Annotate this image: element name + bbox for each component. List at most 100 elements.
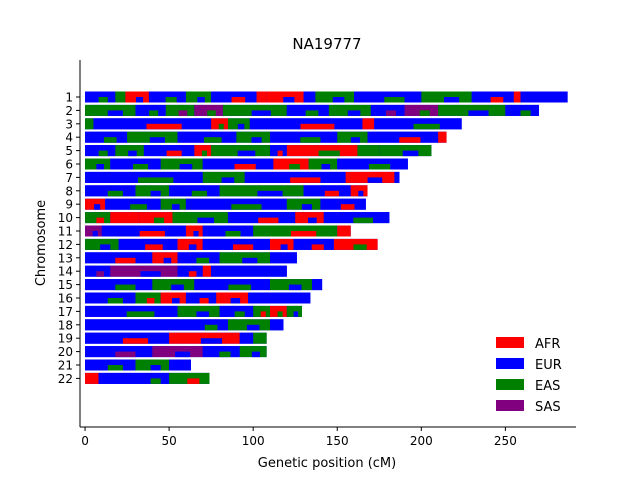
- x-tick-label: 200: [410, 434, 433, 448]
- chr-20-haplotype-stripe: [219, 351, 231, 358]
- chr-2-haplotype-stripe: [419, 110, 430, 116]
- chr-7-haplotype-stripe: [367, 177, 383, 183]
- y-tick-label: 9: [65, 198, 73, 212]
- chr-11-haplotype-stripe: [225, 231, 241, 237]
- y-tick-label: 13: [58, 251, 73, 265]
- x-tick-label: 150: [326, 434, 349, 448]
- chr-8-haplotype-stripe: [150, 190, 161, 197]
- chr-13-haplotype-stripe: [196, 257, 210, 264]
- chr-1-haplotype-stripe: [135, 97, 144, 103]
- chr-5-haplotype-stripe: [277, 150, 283, 157]
- chr-8-haplotype-stripe: [257, 190, 283, 197]
- chr-20-haplotype-stripe: [174, 351, 191, 358]
- chr-1-segment: [513, 91, 521, 103]
- chr-10-segment: [110, 212, 139, 224]
- chr-18-segment: [85, 319, 186, 331]
- y-tick-label: 18: [58, 318, 73, 332]
- chr-1-haplotype-stripe: [283, 97, 295, 103]
- chromosome-16-bar: [85, 292, 311, 304]
- legend-label: AFR: [535, 337, 560, 352]
- chromosome-15-bar: [85, 279, 323, 291]
- chr-3-haplotype-stripe: [146, 123, 182, 130]
- chr-13-haplotype-stripe: [115, 257, 136, 264]
- chr-6-haplotype-stripe: [179, 164, 193, 170]
- chr-8-haplotype-stripe: [191, 190, 207, 197]
- chromosome-10-bar: [85, 212, 390, 224]
- chr-14-haplotype-stripe: [140, 271, 161, 277]
- chr-8-haplotype-stripe: [358, 190, 364, 197]
- chr-4-haplotype-stripe: [149, 137, 165, 143]
- chr-17-haplotype-stripe: [234, 311, 245, 317]
- chr-12-haplotype-stripe: [311, 244, 324, 250]
- chr-3-segment: [362, 118, 375, 130]
- y-tick-label: 21: [58, 359, 73, 373]
- y-tick-label: 19: [58, 332, 73, 346]
- chr-6-haplotype-stripe: [369, 164, 391, 170]
- chr-11-haplotype-stripe: [139, 231, 165, 237]
- chr-18-segment: [269, 319, 284, 331]
- chr-4-haplotype-stripe: [350, 137, 360, 143]
- y-tick-label: 2: [65, 104, 73, 118]
- chr-11-haplotype-stripe: [291, 231, 317, 237]
- chr-2-haplotype-stripe: [305, 110, 319, 116]
- chr-2-haplotype-stripe: [347, 110, 361, 116]
- chr-5-haplotype-stripe: [201, 150, 207, 157]
- chr-6-haplotype-stripe: [96, 164, 104, 170]
- chr-17-haplotype-stripe: [260, 311, 266, 317]
- y-tick-label: 4: [65, 131, 73, 145]
- chr-11-haplotype-stripe: [193, 231, 199, 237]
- chr-4-haplotype-stripe: [251, 137, 262, 143]
- chr-16-haplotype-stripe: [230, 298, 241, 304]
- chromosome-22-bar: [85, 372, 210, 384]
- chr-4-haplotype-stripe: [300, 137, 321, 143]
- chr-13-haplotype-stripe: [163, 257, 172, 264]
- chromosome-5-bar: [85, 145, 432, 157]
- y-tick-label: 6: [65, 158, 73, 172]
- chromosome-6-bar: [85, 158, 408, 170]
- chromosome-8-bar: [85, 185, 368, 197]
- chr-5-haplotype-stripe: [237, 150, 256, 157]
- y-tick-label: 12: [58, 238, 73, 252]
- chr-1-haplotype-stripe: [98, 97, 108, 103]
- chromosome-14-bar: [85, 265, 287, 277]
- legend-label: EAS: [535, 379, 560, 394]
- y-tick-label: 22: [58, 372, 73, 386]
- chr-1-haplotype-stripe: [231, 97, 246, 103]
- legend-item-eur: EUR: [496, 358, 562, 373]
- chromosome-4-bar: [85, 131, 447, 143]
- chr-21-haplotype-stripe: [150, 365, 161, 371]
- chr-1-haplotype-stripe: [444, 97, 460, 103]
- chromosome-20-bar: [85, 346, 267, 358]
- x-tick-label: 0: [81, 434, 89, 448]
- chr-15-haplotype-stripe: [115, 284, 136, 291]
- chr-1-haplotype-stripe: [197, 97, 205, 103]
- chr-1-haplotype-stripe: [490, 97, 504, 103]
- chr-3-haplotype-stripe: [237, 123, 245, 130]
- chr-5-segment: [357, 145, 380, 157]
- y-axis-label: Chromosome: [34, 200, 49, 286]
- chr-1-segment: [256, 91, 267, 103]
- chr-17-haplotype-stripe: [293, 311, 299, 317]
- chr-21-segment: [169, 359, 191, 371]
- y-tick-label: 14: [58, 265, 73, 279]
- chr-2-haplotype-stripe: [149, 110, 159, 116]
- chromosome-17-bar: [85, 305, 302, 317]
- legend-item-sas: SAS: [496, 400, 561, 415]
- chr-4-haplotype-stripe: [103, 137, 117, 143]
- chr-20-haplotype-stripe: [115, 351, 136, 358]
- chr-18-haplotype-stripe: [204, 324, 218, 331]
- y-tick-label: 20: [58, 345, 73, 359]
- x-tick-labels: 0 50 100 150 200 250: [81, 427, 517, 448]
- chr-12-haplotype-stripe: [233, 244, 254, 250]
- chr-16-segment: [248, 292, 287, 304]
- chr-17-haplotype-stripe: [277, 311, 283, 317]
- y-tick-label: 1: [65, 91, 73, 105]
- chromosome-11-bar: [85, 225, 351, 237]
- chr-14-haplotype-stripe: [96, 271, 104, 277]
- chr-9-haplotype-stripe: [340, 204, 355, 210]
- chr-4-segment: [438, 131, 447, 143]
- chr-3-segment: [85, 118, 94, 130]
- chr-6-haplotype-stripe: [132, 164, 149, 170]
- chromosome-21-bar: [85, 359, 191, 371]
